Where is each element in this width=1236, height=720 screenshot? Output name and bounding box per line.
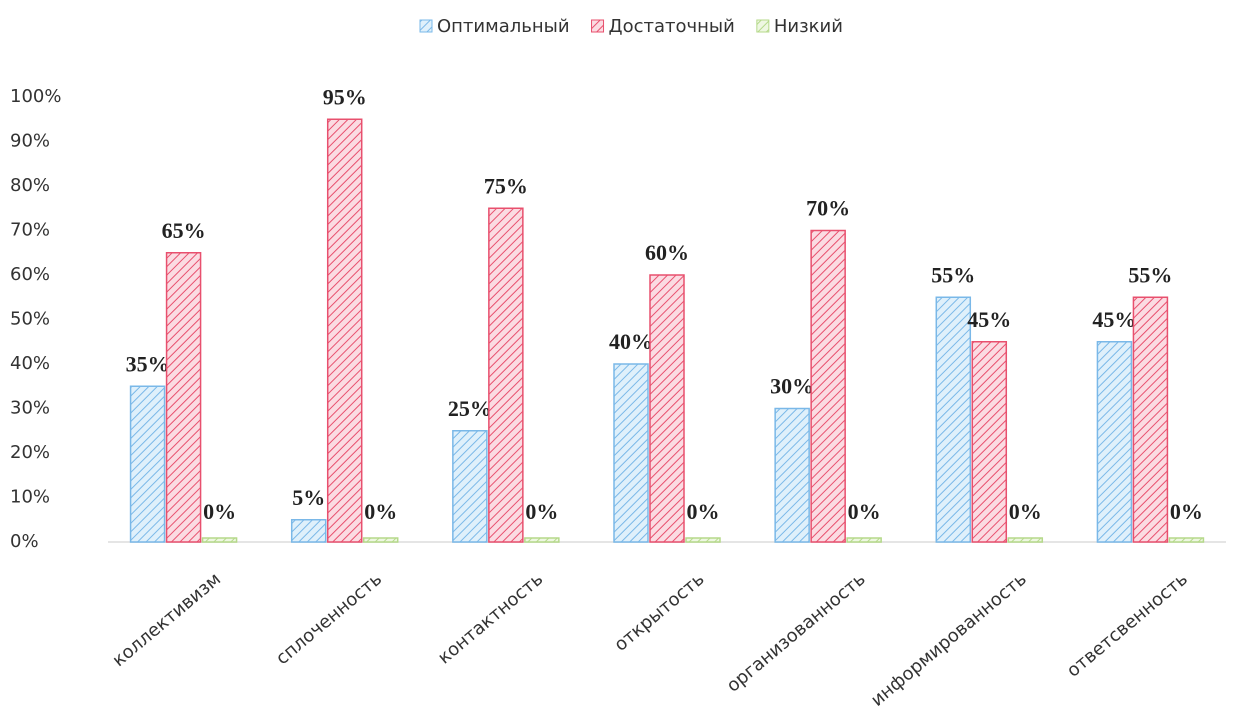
bar [290,519,327,543]
legend-swatch [591,19,605,33]
bar [971,341,1008,543]
data-label: 0% [525,499,558,524]
bar [810,229,846,543]
legend-swatch [756,19,770,33]
data-label: 0% [203,499,236,524]
bar [452,430,488,543]
data-label: 5% [292,485,325,510]
x-tick-label: сплоченность [272,569,386,670]
data-label: 45% [1092,307,1136,332]
bar [774,407,810,543]
bar [1132,296,1169,543]
legend-label: Достаточный [609,16,735,37]
y-tick-label: 40% [10,353,50,374]
data-label: 95% [323,84,367,109]
data-label: 75% [484,173,528,198]
data-label: 35% [126,351,170,376]
y-tick-label: 0% [10,531,39,552]
bar [613,363,649,543]
y-tick-label: 90% [10,131,50,152]
y-tick-label: 60% [10,264,50,285]
x-tick-label: контактность [434,569,547,669]
x-tick-label: информированность [867,569,1031,711]
data-label: 0% [687,499,720,524]
bar [362,537,399,543]
y-tick-label: 70% [10,220,50,241]
bar [488,207,524,543]
data-label: 0% [848,499,881,524]
data-label: 25% [448,396,492,421]
bar [1096,341,1133,543]
x-tick-label: ответсвенность [1063,569,1192,682]
data-label: 45% [967,307,1011,332]
data-label: 0% [364,499,397,524]
data-label: 30% [770,374,814,399]
data-label: 0% [1170,499,1203,524]
y-tick-label: 30% [10,398,50,419]
bar [165,252,202,543]
data-label: 55% [931,262,975,287]
data-label: 0% [1009,499,1042,524]
x-tick-label: коллективизм [108,569,225,672]
x-tick-label: открытость [610,569,708,656]
bar [935,296,972,543]
y-tick-label: 20% [10,442,50,463]
data-label: 60% [645,240,689,265]
y-tick-label: 10% [10,487,50,508]
bar [201,537,238,543]
legend-label: Оптимальный [437,16,570,37]
bar [326,118,363,543]
bar [1168,537,1205,543]
bar [129,385,166,543]
data-label: 70% [806,196,850,221]
y-tick-label: 50% [10,309,50,330]
legend-swatch [419,19,433,33]
bar [1007,537,1044,543]
legend-label: Низкий [774,16,843,37]
data-label: 40% [609,329,653,354]
bar [649,274,685,543]
bar [685,537,721,543]
x-tick-label: организованность [723,569,870,697]
data-label: 65% [162,218,206,243]
bar [524,537,560,543]
y-tick-label: 100% [10,86,61,107]
y-tick-label: 80% [10,175,50,196]
bar [846,537,882,543]
data-label: 55% [1128,262,1172,287]
